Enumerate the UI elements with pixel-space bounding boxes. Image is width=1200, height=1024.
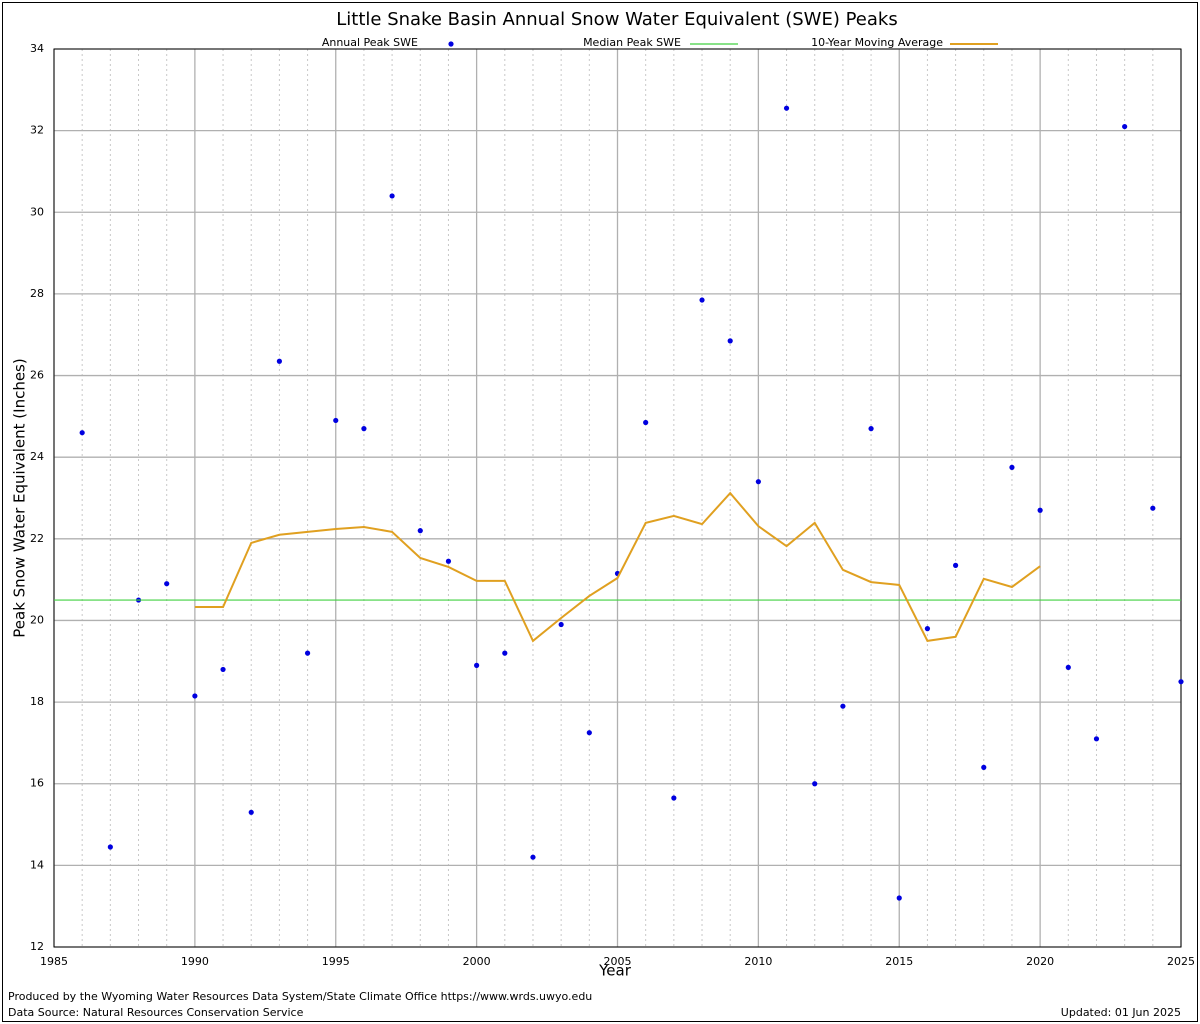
data-point — [868, 426, 874, 432]
data-point — [220, 666, 226, 673]
data-point — [333, 417, 339, 424]
data-point — [1065, 664, 1071, 670]
data-point — [1093, 736, 1100, 742]
x-tick-label: 1995 — [322, 955, 350, 968]
data-point — [107, 844, 113, 850]
y-tick-label: 34 — [30, 42, 44, 55]
data-point — [276, 358, 282, 364]
data-point — [727, 338, 733, 344]
x-tick-label: 2015 — [885, 955, 913, 968]
x-tick-label: 2000 — [463, 955, 491, 968]
data-point — [783, 105, 790, 111]
y-tick-label: 18 — [30, 695, 44, 708]
x-tick-label: 2010 — [744, 955, 772, 968]
data-point — [389, 193, 395, 199]
x-tick-label: 2005 — [604, 955, 632, 968]
moving-average-line — [194, 491, 1041, 643]
y-tick-label: 14 — [30, 858, 44, 871]
data-point — [699, 297, 705, 303]
y-tick-label: 30 — [30, 205, 44, 218]
y-tick-label: 28 — [30, 287, 44, 300]
chart-title: Little Snake Basin Annual Snow Water Equ… — [336, 9, 897, 30]
data-point — [445, 558, 452, 564]
y-tick-label: 22 — [30, 532, 44, 545]
data-point — [1178, 679, 1184, 685]
data-point — [981, 764, 987, 771]
y-tick-label: 24 — [30, 450, 44, 463]
x-tick-label: 2025 — [1167, 955, 1195, 968]
legend-label: Median Peak SWE — [583, 36, 681, 49]
data-point — [1009, 464, 1015, 470]
footer-source: Data Source: Natural Resources Conservat… — [8, 1006, 304, 1019]
footer-produced: Produced by the Wyoming Water Resources … — [8, 990, 592, 1003]
y-tick-label: 32 — [30, 124, 44, 137]
data-point — [79, 430, 85, 436]
data-point — [304, 650, 311, 656]
data-point — [586, 730, 592, 736]
plot-frame — [53, 48, 1182, 948]
data-point — [671, 795, 677, 801]
data-point — [164, 581, 170, 587]
data-point — [192, 693, 198, 699]
legend-label: 10-Year Moving Average — [811, 36, 943, 49]
data-point — [530, 854, 536, 860]
data-point — [417, 528, 423, 534]
data-point — [924, 626, 931, 632]
y-axis-label: Peak Snow Water Equivalent (Inches) — [11, 358, 29, 637]
y-tick-label: 12 — [30, 940, 44, 953]
data-point — [1037, 507, 1043, 513]
data-point — [953, 562, 959, 568]
y-tick-label: 16 — [30, 777, 44, 790]
data-point — [474, 662, 480, 668]
data-point — [502, 650, 508, 656]
x-tick-label: 1985 — [40, 955, 68, 968]
data-point — [896, 895, 902, 901]
data-point — [1122, 123, 1128, 130]
x-tick-label: 2020 — [1026, 955, 1054, 968]
x-tick-label: 1990 — [181, 955, 209, 968]
y-tick-label: 20 — [30, 613, 44, 626]
x-axis-label: Year — [598, 962, 632, 980]
data-point — [643, 419, 649, 426]
data-point — [558, 621, 564, 628]
data-point — [840, 703, 846, 709]
data-point — [361, 426, 367, 432]
legend-label: Annual Peak SWE — [322, 36, 418, 49]
footer-updated: Updated: 01 Jun 2025 — [1061, 1006, 1181, 1019]
legend-marker — [448, 41, 454, 47]
data-point — [248, 809, 254, 815]
data-point — [1150, 505, 1156, 511]
data-point — [812, 781, 818, 787]
data-point — [755, 479, 761, 485]
y-tick-label: 26 — [30, 369, 44, 382]
